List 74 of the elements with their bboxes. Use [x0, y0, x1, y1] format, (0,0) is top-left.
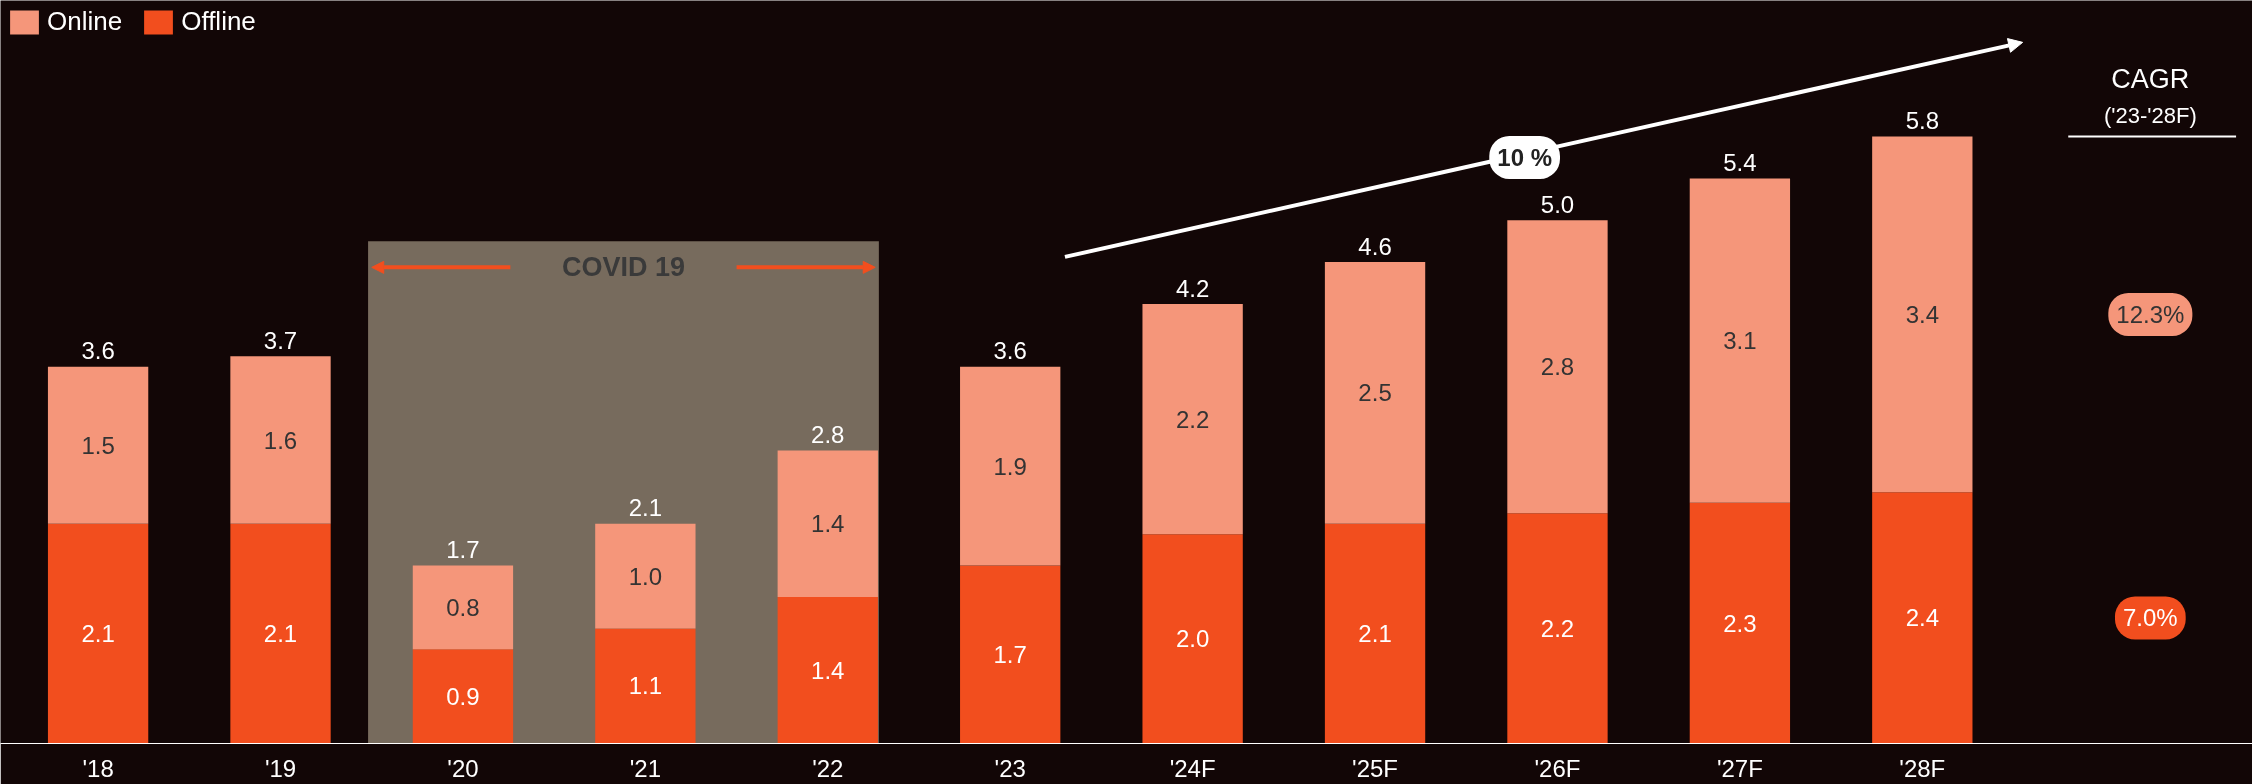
bar [1689, 502, 1791, 744]
bar [1872, 136, 1973, 493]
bar [777, 450, 878, 597]
bar [777, 596, 878, 744]
bar [412, 649, 514, 744]
data-label: 2.3 [1723, 609, 1757, 637]
total-label: 2.8 [811, 421, 845, 449]
bar [1142, 303, 1243, 535]
bar [1872, 492, 1973, 744]
data-label: 3.4 [1905, 300, 1940, 328]
data-label: 1.0 [628, 562, 663, 590]
bar [1324, 262, 1426, 524]
x-tick-label: '23 [994, 754, 1026, 782]
bar [1142, 534, 1243, 744]
bar [412, 565, 514, 650]
bar [47, 366, 149, 524]
x-tick-label: '25F [1352, 754, 1399, 782]
data-label: 1.1 [628, 672, 663, 700]
bar [1689, 178, 1791, 503]
bar [1507, 220, 1608, 514]
total-label: 2.1 [628, 494, 663, 522]
x-tick-label: '21 [629, 754, 661, 782]
data-label: 1.6 [263, 426, 298, 454]
total-label: 3.6 [993, 337, 1027, 365]
total-label: 4.2 [1175, 274, 1210, 302]
data-label: 1.9 [993, 452, 1027, 480]
bar [47, 523, 149, 744]
annotation: 10 % [1497, 143, 1552, 171]
data-label: 2.8 [1540, 353, 1575, 381]
total-label: 3.7 [263, 326, 298, 354]
data-label: 0.9 [446, 682, 480, 710]
x-tick-label: '26F [1534, 754, 1581, 782]
total-label: 1.7 [446, 536, 480, 564]
bar [1324, 523, 1426, 744]
x-tick-label: '22 [812, 754, 844, 782]
bar [230, 523, 331, 744]
bar [595, 628, 696, 744]
data-label: 2.2 [1175, 405, 1210, 433]
total-label: 5.4 [1723, 149, 1757, 177]
data-label: 1.4 [811, 656, 845, 684]
data-label: 3.1 [1723, 327, 1757, 355]
text: 12.3% [2116, 300, 2185, 328]
total-label: 3.6 [81, 337, 115, 365]
legend-label: Online [47, 6, 123, 37]
x-tick-label: '18 [82, 754, 114, 782]
bar [960, 366, 1061, 566]
bar [595, 523, 696, 629]
data-label: 2.4 [1905, 604, 1940, 632]
data-label: 1.4 [811, 510, 845, 538]
band-label: COVID 19 [561, 252, 685, 283]
data-label: 2.2 [1540, 614, 1575, 642]
text: CAGR [2111, 63, 2190, 94]
x-tick-label: '28F [1899, 754, 1946, 782]
data-label: 2.1 [81, 620, 115, 648]
x-tick-label: '20 [447, 754, 479, 782]
x-tick-label: '19 [264, 754, 297, 782]
data-label: 2.1 [1358, 620, 1392, 648]
x-tick-label: '24F [1169, 754, 1216, 782]
text: ('23-'28F) [2103, 103, 2197, 129]
data-label: 2.5 [1358, 379, 1392, 407]
total-label: 4.6 [1358, 232, 1392, 260]
data-label: 1.5 [81, 431, 115, 459]
text: 7.0% [2122, 604, 2178, 632]
x-tick-label: '27F [1716, 754, 1763, 782]
total-label: 5.0 [1540, 190, 1575, 218]
bar [230, 356, 331, 524]
data-label: 2.1 [263, 620, 298, 648]
bar [960, 565, 1061, 744]
total-label: 5.8 [1905, 107, 1940, 135]
legend-label: Offline [181, 6, 256, 37]
data-label: 0.8 [446, 593, 480, 621]
data-label: 1.7 [993, 641, 1027, 669]
bar [1507, 513, 1608, 744]
data-label: 2.0 [1175, 625, 1210, 653]
